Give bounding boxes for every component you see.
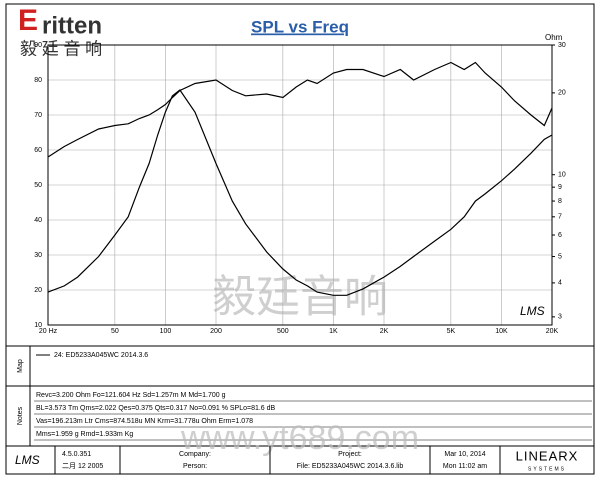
x-tick-label: 5K bbox=[447, 328, 456, 335]
footer-person: Person: bbox=[183, 463, 207, 470]
y2-tick-label: 10 bbox=[558, 172, 566, 179]
x-tick-label: 20 Hz bbox=[39, 328, 58, 335]
y-tick-label: 30 bbox=[34, 252, 42, 259]
note-line: Vas=196.213m Ltr Cms=874.518u MN Krm=31.… bbox=[36, 418, 253, 425]
y-tick-label: 20 bbox=[34, 287, 42, 294]
y-tick-label: 80 bbox=[34, 77, 42, 84]
y2-tick-label: 4 bbox=[558, 280, 562, 287]
y2-tick-label: 7 bbox=[558, 214, 562, 221]
watermark-url: www.yt689.com bbox=[180, 419, 419, 457]
x-tick-label: 20K bbox=[546, 328, 559, 335]
y2-tick-label: 8 bbox=[558, 198, 562, 205]
footer-project: Project: bbox=[338, 451, 362, 458]
y2-tick-label: 6 bbox=[558, 232, 562, 239]
y-tick-label: 40 bbox=[34, 217, 42, 224]
x-tick-label: 1K bbox=[329, 328, 338, 335]
outer-frame bbox=[5, 3, 595, 475]
note-line: BL=3.573 Tm Qms=2.022 Qes=0.375 Qts=0.31… bbox=[36, 405, 276, 412]
y-tick-label: 50 bbox=[34, 182, 42, 189]
footer-version: 4.5.0.351 bbox=[62, 451, 91, 458]
y2-tick-label: 30 bbox=[558, 42, 566, 49]
footer-time: Mon 11:02 am bbox=[443, 463, 487, 470]
notes: Revc=3.200 Ohm Fo=121.604 Hz Sd=1.257m M… bbox=[34, 392, 592, 441]
y2-tick-label: 5 bbox=[558, 253, 562, 260]
x-tick-label: 200 bbox=[210, 328, 222, 335]
x-tick-label: 2K bbox=[380, 328, 389, 335]
y-tick-label: 70 bbox=[34, 112, 42, 119]
y2-tick-label: 9 bbox=[558, 184, 562, 191]
footer-brand: LINEARX bbox=[516, 448, 579, 463]
y-tick-label: 60 bbox=[34, 147, 42, 154]
footer-file: File: ED5233A045WC 2014.3.6.lib bbox=[297, 463, 404, 470]
note-line: Revc=3.200 Ohm Fo=121.604 Hz Sd=1.257m M… bbox=[36, 392, 226, 399]
chart-title: SPL vs Freq bbox=[251, 17, 349, 36]
notes-label: Notes bbox=[17, 406, 24, 425]
y2-tick-label: 3 bbox=[558, 314, 562, 321]
note-line: Mms=1.959 g Rmd=1.933m Kg bbox=[36, 431, 133, 438]
annotation: LMS bbox=[520, 304, 545, 318]
x-tick-label: 10K bbox=[495, 328, 508, 335]
footer-brand-sub: SYSTEMS bbox=[528, 466, 566, 472]
y-tick-label: 90 bbox=[34, 42, 42, 49]
y2-tick-label: 20 bbox=[558, 90, 566, 97]
plot-frame bbox=[47, 44, 553, 326]
footer-build: 二月 12 2005 bbox=[62, 462, 103, 470]
x-tick-label: 50 bbox=[111, 328, 119, 335]
watermark-cn: 毅廷音响 bbox=[212, 273, 388, 322]
legend-text: 24: ED5233A045WC 2014.3.6 bbox=[54, 352, 148, 359]
footer-date: Mar 10, 2014 bbox=[444, 451, 485, 458]
series-line bbox=[47, 89, 553, 296]
y2-label: Ohm bbox=[545, 33, 563, 42]
y-tick-label: 10 bbox=[34, 322, 42, 329]
logo-cn: 毅 廷 音 响 bbox=[20, 39, 102, 58]
footer-company: Company: bbox=[179, 451, 211, 458]
logo-initial: E bbox=[18, 4, 38, 37]
footer-logo: LMS bbox=[15, 453, 40, 467]
x-tick-label: 500 bbox=[277, 328, 289, 335]
map-label: Map bbox=[17, 359, 24, 373]
logo-text: ritten bbox=[42, 12, 102, 39]
series-line bbox=[47, 61, 553, 158]
x-tick-label: 100 bbox=[160, 328, 172, 335]
